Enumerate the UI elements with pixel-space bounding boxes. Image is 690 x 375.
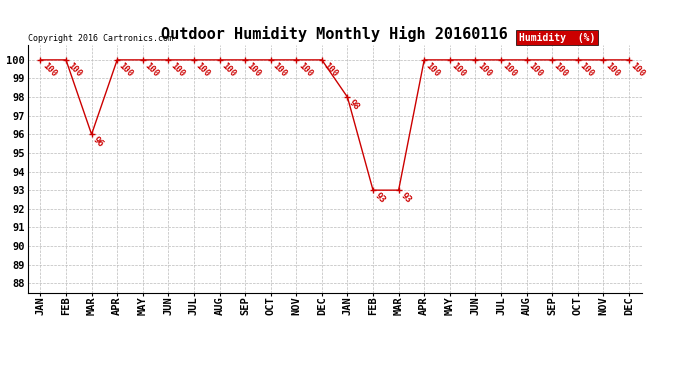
Text: 100: 100 (296, 61, 314, 79)
Text: 93: 93 (373, 191, 387, 205)
Text: Copyright 2016 Cartronics.com: Copyright 2016 Cartronics.com (28, 33, 172, 42)
Text: 100: 100 (219, 61, 237, 79)
Text: 100: 100 (143, 61, 161, 79)
Title: Outdoor Humidity Monthly High 20160116: Outdoor Humidity Monthly High 20160116 (161, 27, 508, 42)
Text: 100: 100 (552, 61, 570, 79)
Text: 100: 100 (245, 61, 263, 79)
Text: 100: 100 (526, 61, 544, 79)
Text: 100: 100 (66, 61, 83, 79)
Text: 100: 100 (603, 61, 621, 79)
Text: 100: 100 (117, 61, 135, 79)
Text: 96: 96 (92, 135, 106, 149)
Text: 100: 100 (322, 61, 339, 79)
Text: 100: 100 (194, 61, 212, 79)
Text: 100: 100 (168, 61, 186, 79)
Text: 98: 98 (348, 98, 362, 112)
Text: 100: 100 (424, 61, 442, 79)
Text: 100: 100 (450, 61, 468, 79)
Text: 100: 100 (475, 61, 493, 79)
Text: 100: 100 (41, 61, 58, 79)
Text: 100: 100 (578, 61, 595, 79)
Text: 100: 100 (629, 61, 647, 79)
Text: 100: 100 (270, 61, 288, 79)
Text: 93: 93 (399, 191, 413, 205)
Text: 100: 100 (501, 61, 519, 79)
Text: Humidity  (%): Humidity (%) (519, 33, 595, 42)
